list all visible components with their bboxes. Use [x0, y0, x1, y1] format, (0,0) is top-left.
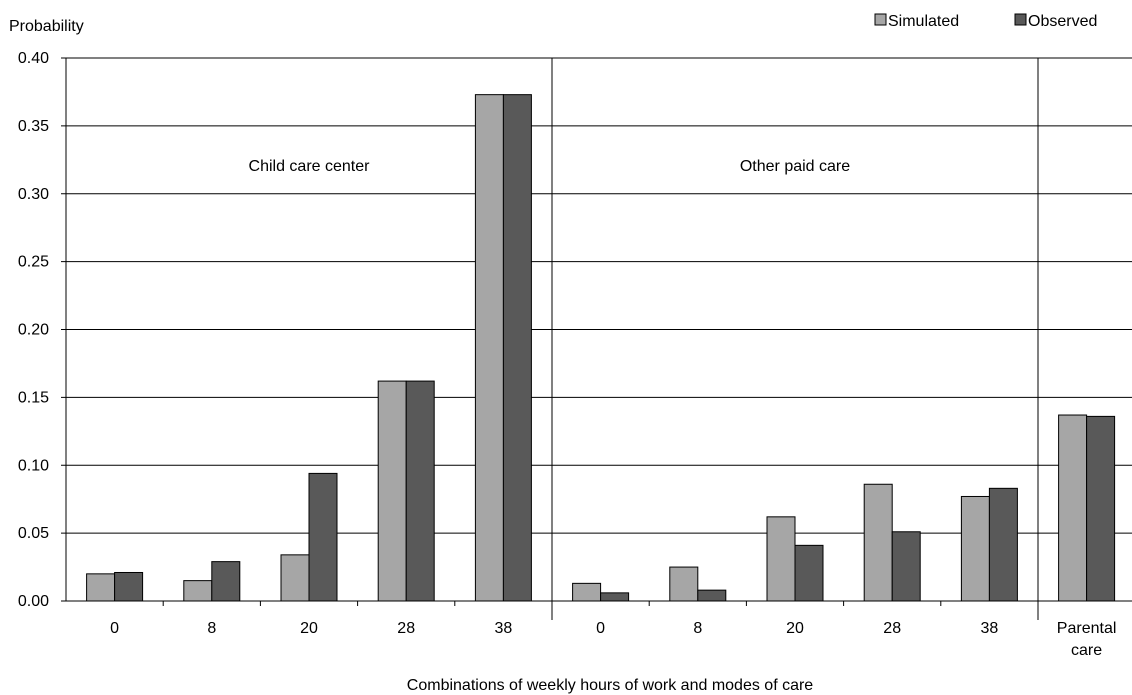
group-labels: Child care center Other paid care — [249, 158, 851, 175]
x-tick-label: 28 — [883, 620, 901, 637]
group-separators — [162, 58, 1039, 620]
legend-label: Observed — [1028, 13, 1097, 30]
x-tick-label: 0 — [596, 620, 605, 637]
bar-observed — [1086, 415, 1116, 602]
x-tick-label: 20 — [786, 620, 804, 637]
y-tick-label: 0.15 — [18, 389, 49, 406]
legend-label: Simulated — [888, 13, 959, 30]
bar-simulated — [572, 582, 602, 602]
y-tick-label: 0.40 — [18, 50, 49, 67]
bar-simulated — [960, 495, 990, 602]
gridlines — [66, 57, 1132, 534]
bar-simulated — [183, 580, 213, 602]
x-tick-label: Parental — [1057, 620, 1117, 637]
bar-simulated — [863, 483, 893, 602]
bar-simulated — [669, 566, 699, 602]
bar-observed — [891, 531, 921, 602]
bar-simulated — [1058, 414, 1088, 602]
bar-observed — [211, 561, 241, 602]
bar-simulated — [280, 554, 310, 602]
x-tick-label: 28 — [397, 620, 415, 637]
x-tick-label: 8 — [693, 620, 702, 637]
y-tick-labels: 0.00 0.05 0.10 0.15 0.20 0.25 0.30 0.35 0.40 — [18, 50, 66, 610]
x-tick-label: care — [1071, 642, 1102, 659]
y-tick-label: 0.20 — [18, 322, 49, 339]
y-tick-label: 0.30 — [18, 186, 49, 203]
bar-observed — [405, 380, 435, 602]
bar-observed — [600, 592, 630, 602]
y-tick-label: 0.35 — [18, 118, 49, 135]
x-tick-label: 38 — [981, 620, 999, 637]
legend: Simulated Observed — [874, 13, 1097, 30]
x-axis-label: Combinations of weekly hours of work and… — [407, 677, 814, 694]
y-tick-label: 0.05 — [18, 525, 49, 542]
bar-observed — [114, 571, 144, 602]
legend-swatch — [874, 13, 887, 26]
bar-simulated — [474, 94, 504, 602]
legend-swatch — [1014, 13, 1027, 26]
bars — [86, 94, 1116, 602]
x-tick-label: 20 — [300, 620, 318, 637]
group-label: Child care center — [249, 158, 371, 175]
group-label: Other paid care — [740, 158, 850, 175]
bar-simulated — [377, 380, 407, 602]
x-tick-label: 38 — [495, 620, 513, 637]
y-tick-label: 0.10 — [18, 457, 49, 474]
bar-observed — [794, 544, 824, 602]
bar-simulated — [86, 573, 116, 602]
bar-observed — [697, 589, 727, 602]
x-tick-label: 8 — [207, 620, 216, 637]
y-tick-label: 0.00 — [18, 593, 49, 610]
bar-observed — [988, 487, 1018, 602]
y-tick-label: 0.25 — [18, 254, 49, 271]
bar-simulated — [766, 516, 796, 602]
bar-observed — [308, 472, 338, 602]
x-tick-label: 0 — [110, 620, 119, 637]
y-axis-label: Probability — [9, 18, 84, 35]
x-tick-labels: 0 8 20 28 38 0 8 20 28 38 Parental care — [110, 620, 1116, 659]
bar-observed — [502, 94, 532, 602]
